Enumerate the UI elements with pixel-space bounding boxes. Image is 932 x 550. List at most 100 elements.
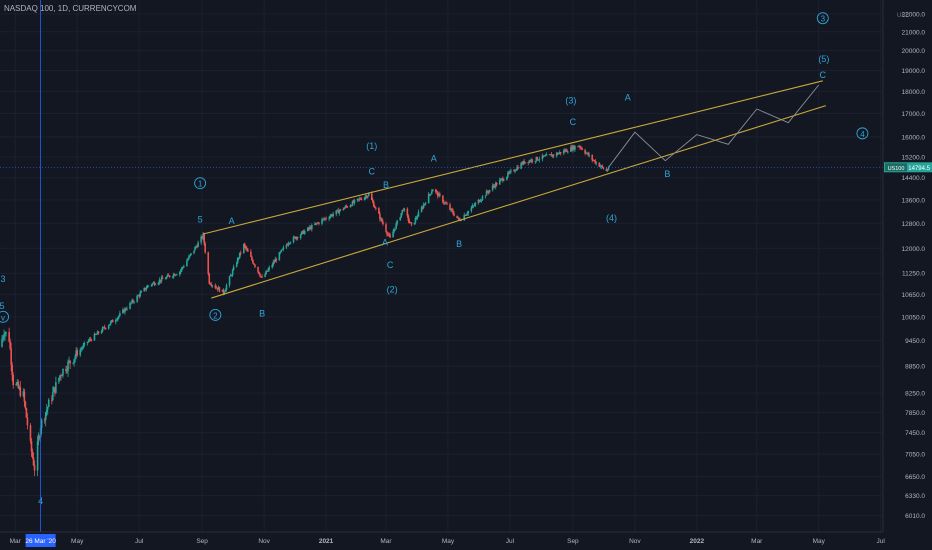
- candle-body: [299, 234, 302, 239]
- candle-body: [443, 202, 445, 204]
- candle-series: [1, 144, 610, 477]
- candle-body: [81, 347, 84, 349]
- candle-body: [464, 215, 467, 216]
- candle-body: [337, 209, 340, 214]
- candle-body: [301, 230, 304, 232]
- time-tick-label: Mar: [10, 538, 22, 545]
- wave-label: B: [456, 239, 462, 249]
- candle-body: [332, 214, 334, 217]
- candle-body: [380, 218, 382, 220]
- candle-body: [132, 300, 134, 302]
- candle-body: [37, 436, 40, 442]
- candle-body: [244, 243, 246, 247]
- candle-body: [328, 218, 330, 219]
- candle-body: [203, 233, 205, 244]
- candle-body: [584, 149, 586, 154]
- candle-body: [479, 200, 482, 202]
- candle-body: [487, 192, 490, 193]
- candle-body: [538, 159, 541, 160]
- price-tick-label: 16000.0: [902, 134, 926, 141]
- wave-label: C: [570, 117, 577, 127]
- candle-body: [360, 199, 363, 201]
- candle-body: [152, 282, 155, 284]
- candle-body: [502, 178, 504, 181]
- price-tag-ticker-bg: [885, 163, 907, 172]
- candle-body: [217, 287, 220, 290]
- candle-body: [600, 165, 603, 167]
- candle-body: [574, 146, 576, 150]
- crosshair-date-label: 26 Mar '20: [25, 538, 56, 545]
- candle-body: [306, 227, 309, 232]
- candle-body: [420, 207, 423, 212]
- candle-body: [491, 185, 494, 190]
- wave-label: C: [369, 167, 376, 177]
- price-tag-bg: [884, 162, 932, 173]
- candle-body: [281, 249, 284, 250]
- candle-body: [403, 208, 406, 211]
- candle-body: [514, 170, 516, 172]
- candle-body: [285, 244, 288, 248]
- candle-body: [577, 146, 579, 148]
- time-axis[interactable]: Mar May Jul Sep Nov 2021 Mar May Jul Sep Nov 2022 Ma…: [0, 531, 932, 550]
- grid-lines: [0, 0, 883, 532]
- candle-body: [587, 152, 589, 156]
- candle-body: [196, 246, 198, 248]
- candle-body: [315, 223, 317, 225]
- candle-body: [580, 147, 582, 149]
- candle-body: [87, 340, 90, 343]
- candle-body: [602, 167, 605, 169]
- candle-body: [117, 317, 119, 320]
- candle-body: [467, 211, 470, 214]
- candle-body: [438, 193, 440, 197]
- price-tick-label: 7850.0: [905, 410, 925, 417]
- candle-body: [550, 154, 553, 157]
- candle-body: [430, 191, 433, 194]
- candle-body: [275, 259, 278, 261]
- candle-body: [529, 160, 532, 162]
- candle-body: [316, 223, 318, 224]
- price-tick-label: 7450.0: [905, 430, 925, 437]
- candle-body: [46, 406, 49, 410]
- candle-body: [350, 205, 353, 207]
- candle-body: [473, 205, 476, 207]
- candle-body: [488, 189, 491, 193]
- candle-body: [472, 205, 475, 207]
- price-tag-value: 14794.5: [908, 166, 930, 172]
- wave-label: B: [664, 169, 670, 179]
- candle-body: [311, 224, 313, 230]
- candle-body: [190, 253, 192, 255]
- candle-body: [67, 361, 69, 371]
- candle-body: [557, 153, 560, 155]
- candle-body: [401, 209, 404, 214]
- candle-body: [10, 348, 12, 366]
- candle-body: [345, 206, 348, 207]
- candle-body: [556, 153, 559, 155]
- candle-body: [30, 440, 33, 452]
- wave-label-circle: [209, 308, 222, 321]
- wave-label: A: [229, 216, 235, 226]
- candle-body: [125, 308, 127, 310]
- candle-body: [164, 278, 167, 280]
- price-axis[interactable]: 6010.0 6330.0 6650.0 7050.0 7450.0 7850.0 8250…: [882, 0, 932, 550]
- candle-body: [229, 275, 232, 277]
- candle-body: [210, 284, 213, 286]
- candle-body: [427, 194, 430, 204]
- candle-body: [273, 261, 276, 263]
- candle-body: [536, 156, 539, 161]
- candle-body: [393, 229, 395, 232]
- candle-body: [356, 198, 359, 201]
- candle-body: [139, 292, 141, 297]
- wave-label: 2: [213, 311, 218, 320]
- candle-body: [516, 167, 518, 170]
- candle-body: [551, 154, 554, 157]
- candle-body: [591, 154, 594, 160]
- candle-body: [458, 217, 460, 220]
- candle-body: [415, 217, 418, 219]
- candle-body: [2, 337, 4, 339]
- candle-body: [382, 221, 384, 225]
- candle-body: [26, 417, 29, 426]
- candle-body: [435, 191, 438, 193]
- candle-body: [322, 218, 324, 220]
- price-tick-label: 14400.0: [902, 175, 926, 182]
